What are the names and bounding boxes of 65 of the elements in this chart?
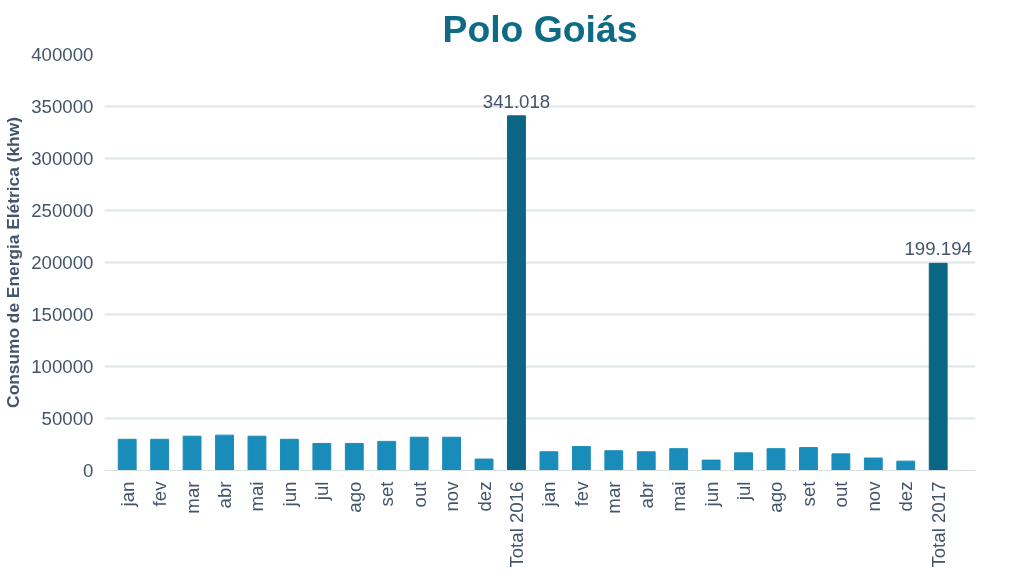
y-tick-label: 0: [83, 460, 94, 481]
y-tick-label: 200000: [31, 252, 94, 273]
bar: [182, 435, 202, 471]
bar: [636, 451, 656, 471]
x-tick-label: fev: [149, 480, 171, 507]
x-tick-label: set: [797, 480, 819, 507]
x-tick-label: jan: [116, 481, 138, 508]
y-tick-label: 100000: [31, 356, 94, 377]
x-tick-label: Total 2017: [927, 481, 949, 568]
bar: [409, 436, 429, 471]
x-tick-label: nov: [862, 480, 884, 512]
bar: [117, 438, 137, 471]
bar: [734, 452, 753, 471]
x-tick-label: abr: [635, 481, 657, 509]
x-tick-label: nov: [441, 480, 463, 512]
bar: [215, 434, 234, 471]
x-tick-label: set: [376, 480, 398, 507]
x-tick-label: jun: [278, 481, 300, 508]
bar: [701, 459, 721, 471]
y-tick-label: 350000: [31, 96, 94, 117]
bar: [474, 458, 494, 471]
chart-title: Polo Goiás: [442, 7, 638, 50]
bar: [766, 448, 786, 471]
bar: [928, 262, 948, 471]
bar: [863, 457, 883, 471]
y-tick-label: 150000: [31, 304, 94, 325]
x-tick-label: dez: [895, 481, 917, 512]
x-tick-label: mar: [181, 481, 203, 514]
data-label: 199.194: [904, 238, 972, 260]
x-tick-label: abr: [214, 481, 236, 509]
x-tick-label: mar: [603, 481, 625, 514]
bar: [539, 451, 559, 471]
bar: [896, 460, 916, 471]
y-tick-label: 50000: [41, 408, 94, 429]
x-tick-label: mai: [246, 481, 268, 512]
x-tick-label: fev: [570, 480, 592, 507]
bar: [571, 446, 591, 471]
x-tick-label: jul: [733, 481, 755, 502]
x-tick-label: jul: [311, 481, 333, 502]
bar: [831, 453, 851, 471]
x-tick-label: dez: [473, 481, 495, 512]
y-tick-label: 400000: [31, 44, 94, 65]
bar: [669, 448, 689, 471]
x-tick-label: ago: [343, 481, 365, 513]
x-tick-label: jan: [538, 481, 560, 508]
bar: [150, 438, 170, 471]
bar: [604, 450, 624, 471]
bar: [312, 442, 332, 471]
y-tick-label: 250000: [31, 200, 94, 221]
bar: [279, 438, 299, 471]
x-tick-label: jun: [700, 481, 722, 508]
y-tick-label: 300000: [31, 148, 94, 169]
bar: [377, 440, 397, 471]
x-tick-label: mai: [668, 481, 690, 512]
x-tick-label: out: [830, 480, 852, 508]
bar: [442, 436, 462, 471]
y-axis-title: Consumo de Energia Elétrica (khw): [3, 117, 24, 408]
x-tick-label: ago: [765, 481, 787, 513]
bar: [799, 447, 818, 471]
bar: [344, 442, 364, 471]
x-tick-label: Total 2016: [505, 481, 527, 568]
x-tick-label: out: [408, 480, 430, 508]
data-label: 341.018: [482, 90, 551, 112]
bar: [247, 435, 267, 471]
bar: [507, 115, 526, 471]
